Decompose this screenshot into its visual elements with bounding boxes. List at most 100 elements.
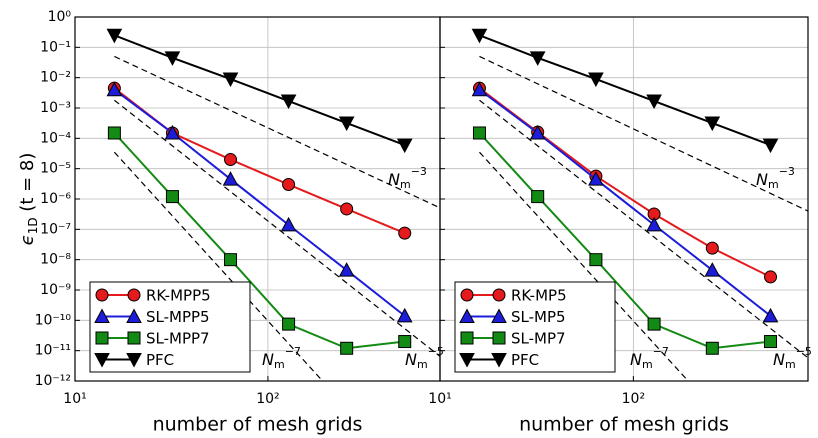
reference-label: Nm−7: [262, 345, 301, 371]
marker: [529, 124, 546, 140]
marker: [764, 270, 778, 284]
reference-label: Nm−5: [405, 345, 444, 371]
series-line: [113, 87, 406, 235]
legend-label: PFC: [511, 351, 539, 369]
ref-base: N: [773, 350, 785, 369]
series-line: [113, 132, 405, 350]
panel: 10⁰ 10⁻¹ 10⁻² 10⁻³ 10⁻⁴ 10⁻⁵ 10⁻⁶ 10⁻⁷ 10⁻⁸ 10⁻⁹ 1…: [17, 9, 444, 436]
marker: [589, 253, 603, 267]
legend-label: RK-MP5: [511, 287, 567, 305]
marker: [106, 28, 123, 44]
legend-label: SL-MP7: [511, 330, 566, 348]
marker: [127, 288, 141, 302]
y-tick-label: 10⁻⁹: [40, 282, 71, 298]
marker: [95, 288, 109, 302]
marker: [459, 308, 475, 323]
legend-label: RK-MPP5: [146, 287, 211, 305]
x-tick-label: 10²: [256, 391, 279, 407]
marker: [472, 126, 486, 140]
ref-sub: m: [417, 358, 428, 371]
ref-base: N: [388, 170, 400, 189]
marker: [762, 307, 779, 323]
y-tick-label: 10⁻¹: [40, 39, 71, 55]
y-label-rest: (t = 8): [17, 153, 38, 218]
ref-base: N: [262, 350, 274, 369]
reference-label: Nm−3: [388, 165, 427, 191]
ref-sub: m: [768, 178, 779, 191]
marker: [646, 216, 662, 232]
y-tick-label: 10⁻¹²: [35, 373, 71, 389]
marker: [94, 353, 110, 368]
marker: [491, 353, 507, 368]
series-line: [479, 34, 771, 146]
ref-sub: m: [785, 358, 796, 371]
reference-label: Nm−5: [773, 345, 812, 371]
marker: [460, 331, 474, 345]
y-tick-label: 10⁻²: [40, 70, 71, 86]
ref-base: N: [405, 350, 417, 369]
reference-label: Nm−3: [756, 165, 795, 191]
y-label-sub: 1D: [26, 217, 40, 234]
marker: [107, 126, 121, 140]
ref-sup: −3: [411, 165, 427, 178]
reference-label: Nm−7: [630, 345, 669, 371]
x-tick-label: 10¹: [428, 391, 451, 407]
marker: [705, 341, 719, 355]
reference-line: [114, 99, 440, 357]
y-tick-label: 10⁻⁴: [40, 130, 71, 146]
x-tick-label: 10¹: [63, 391, 86, 407]
marker: [340, 202, 354, 216]
marker: [222, 72, 239, 88]
y-tick-label: 10⁻⁶: [40, 191, 71, 207]
marker: [764, 335, 778, 349]
series-line: [478, 132, 771, 350]
y-tick-label: 10⁻¹¹: [35, 343, 71, 359]
reference-line: [479, 151, 689, 381]
y-tick-label: 10⁻⁵: [40, 161, 71, 177]
y-tick-label: 10⁰: [48, 9, 72, 25]
marker: [396, 138, 413, 154]
reference-line: [479, 55, 808, 212]
legend-box: [454, 281, 616, 373]
marker: [126, 353, 142, 368]
y-tick-label: 10⁻⁸: [40, 252, 71, 268]
ref-sup: −5: [796, 345, 812, 358]
marker: [705, 241, 719, 255]
y-label-symbol: ϵ: [17, 234, 38, 245]
y-tick-label: 10⁻¹⁰: [35, 312, 72, 328]
marker: [704, 116, 721, 132]
marker: [224, 253, 238, 267]
ref-sup: −5: [428, 345, 444, 358]
marker: [280, 94, 297, 110]
marker: [459, 353, 475, 368]
marker: [282, 178, 296, 192]
y-tick-label: 10⁻⁷: [40, 221, 71, 237]
marker: [647, 317, 661, 331]
marker: [492, 331, 506, 345]
marker: [340, 341, 354, 355]
ref-sup: −7: [285, 345, 301, 358]
marker: [471, 81, 488, 97]
marker: [588, 171, 604, 186]
x-axis-label: number of mesh grids: [519, 414, 729, 436]
series-line: [478, 87, 771, 278]
legend: RK-MP5 SL-MP5 SL-MP7 PFC: [454, 281, 616, 373]
y-tick-label: 10⁻³: [40, 100, 71, 116]
marker: [471, 28, 488, 44]
marker: [127, 331, 141, 345]
ref-sup: −7: [653, 345, 669, 358]
marker: [396, 307, 413, 323]
marker: [338, 262, 355, 277]
marker: [95, 331, 109, 345]
reference-lines: [113, 55, 440, 381]
marker: [529, 51, 546, 66]
ref-base: N: [756, 170, 768, 189]
marker: [282, 317, 296, 331]
marker: [762, 138, 779, 154]
marker: [280, 216, 297, 232]
ref-base: N: [630, 350, 642, 369]
marker: [164, 51, 181, 66]
ref-sub: m: [400, 178, 411, 191]
